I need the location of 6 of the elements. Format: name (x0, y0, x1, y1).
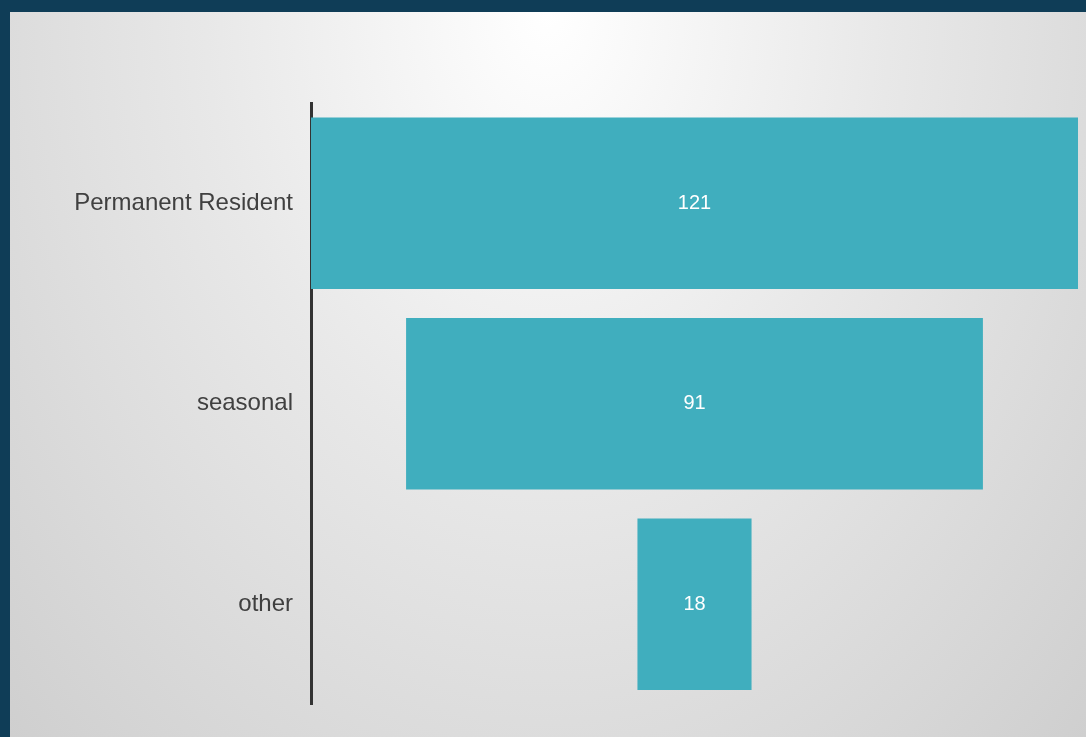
category-label: seasonal (196, 388, 293, 416)
data-label: 121 (677, 190, 712, 213)
data-label: 91 (683, 391, 706, 414)
category-label: Permanent Resident (74, 187, 294, 215)
data-label: 18 (683, 591, 706, 614)
category-label: other (238, 588, 294, 616)
